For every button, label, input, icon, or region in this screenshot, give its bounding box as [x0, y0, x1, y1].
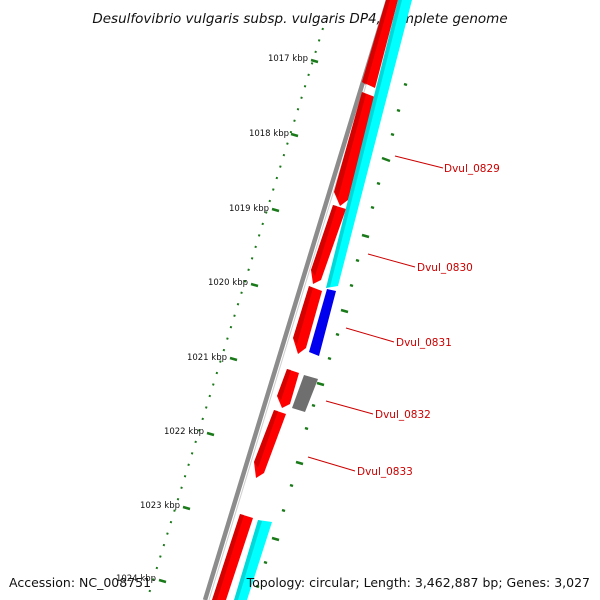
cds-features: [212, 0, 398, 600]
gene-label: Dvul_0829: [444, 163, 500, 175]
cds-shading: [212, 0, 390, 600]
gene-labels: Dvul_0829 Dvul_0830 Dvul_0831 Dvul_0832 …: [357, 163, 500, 478]
ruler-labels: 1017 kbp 1018 kbp 1019 kbp 1020 kbp 1021…: [116, 54, 308, 584]
map-title: Desulfovibrio vulgaris subsp. vulgaris D…: [92, 11, 507, 27]
kbp-label: 1022 kbp: [164, 427, 204, 437]
gray-feature: [292, 375, 318, 412]
gene-feature: [277, 369, 299, 408]
gene-label: Dvul_0830: [417, 262, 473, 274]
gene-feature: [293, 286, 322, 354]
kbp-label: 1021 kbp: [187, 353, 227, 363]
gene-label: Dvul_0833: [357, 466, 413, 478]
kbp-label: 1023 kbp: [140, 501, 180, 511]
rna-features: [234, 0, 412, 600]
gene-feature: [311, 205, 346, 284]
rna-shading: [234, 0, 402, 600]
ruler-major-ticks: [158, 58, 319, 584]
gene-label: Dvul_0831: [396, 337, 452, 349]
kbp-label: 1020 kbp: [208, 278, 248, 288]
backbone-circle: [202, 0, 391, 600]
label-leaders: [307, 155, 444, 472]
backbone-highlight: [208, 0, 393, 600]
kbp-label: 1024 kbp: [116, 574, 156, 584]
topology-text: Topology: circular; Length: 3,462,887 bp…: [246, 575, 590, 590]
inner-ticks: [255, 82, 408, 589]
blue-feature: [309, 289, 336, 356]
gene-label: Dvul_0832: [375, 409, 431, 421]
kbp-label: 1017 kbp: [268, 54, 308, 64]
gene-feature: [254, 410, 286, 478]
kbp-label: 1019 kbp: [229, 204, 269, 214]
gene-feature: [334, 92, 375, 206]
kbp-label: 1018 kbp: [249, 129, 289, 139]
accession-text: Accession: NC_008751: [9, 575, 151, 590]
